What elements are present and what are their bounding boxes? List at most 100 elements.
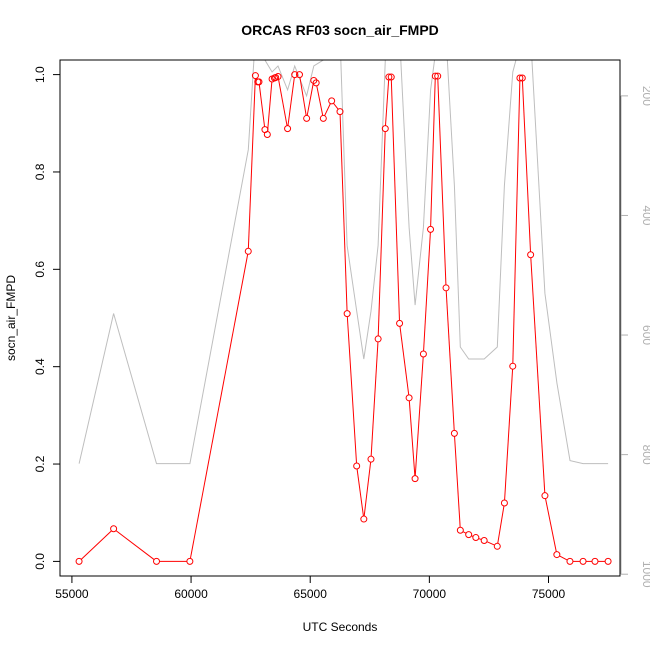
- series-red-segment: [504, 369, 514, 501]
- series-red-segment: [530, 257, 546, 493]
- data-point: [110, 525, 118, 533]
- data-point: [153, 557, 161, 565]
- series-red-segment: [430, 79, 436, 227]
- data-point: [442, 284, 450, 292]
- series-red-segment: [445, 290, 455, 431]
- series-red-segment: [521, 80, 531, 252]
- data-point: [303, 114, 311, 122]
- plot-frame: [59, 59, 621, 577]
- series-red: [75, 71, 612, 565]
- series-gray-line: [78, 60, 609, 465]
- data-point: [527, 251, 535, 259]
- data-point: [516, 74, 524, 82]
- series-red-segment: [363, 462, 372, 517]
- data-point: [604, 557, 612, 565]
- data-point: [579, 557, 587, 565]
- data-point: [312, 79, 320, 87]
- series-red-segment: [486, 541, 495, 546]
- y-tick-label: 0.2: [33, 455, 47, 472]
- data-point: [541, 492, 549, 500]
- series-red-segment: [316, 85, 324, 116]
- data-point: [385, 73, 393, 81]
- series-red-segment: [545, 498, 557, 552]
- data-point: [493, 542, 501, 550]
- data-point: [310, 76, 318, 84]
- series-red-segment: [384, 79, 390, 126]
- data-point: [374, 335, 382, 343]
- series-red-segment: [306, 83, 314, 116]
- y2-axis: 200 400 600 800 1000: [620, 86, 650, 588]
- data-point: [186, 557, 194, 565]
- data-point: [291, 71, 299, 79]
- series-red-segment: [497, 505, 505, 544]
- series-gray: [78, 60, 609, 465]
- data-point: [405, 394, 413, 402]
- data-point: [328, 97, 336, 105]
- data-point: [274, 73, 282, 81]
- data-point: [465, 531, 473, 539]
- y-tick-label: 0.8: [33, 163, 47, 180]
- chart-title: ORCAS RF03 socn_air_FMPD: [241, 22, 439, 38]
- data-point: [396, 319, 404, 327]
- y2-tick-label: 1000: [640, 561, 650, 588]
- y-tick-label: 0.6: [33, 261, 47, 278]
- series-red-segment: [115, 530, 155, 560]
- x-axis-label: UTC Seconds: [303, 620, 378, 634]
- series-red-segment: [258, 84, 266, 127]
- series-red-segment: [414, 356, 424, 476]
- x-tick-label: 75000: [532, 587, 566, 601]
- series-red-segment: [247, 78, 256, 249]
- data-point: [427, 225, 435, 233]
- data-point: [411, 475, 419, 483]
- y2-tick-label: 600: [640, 325, 650, 345]
- y2-tick-label: 400: [640, 205, 650, 225]
- series-red-segment: [324, 103, 331, 116]
- series-red-segment: [80, 530, 112, 560]
- series-red-segment: [267, 81, 273, 132]
- series-red-segment: [370, 341, 379, 457]
- data-point: [319, 114, 327, 122]
- series-red-segment: [346, 316, 357, 464]
- y-axis-label: socn_air_FMPD: [4, 275, 18, 361]
- data-point: [566, 557, 574, 565]
- data-point: [450, 429, 458, 437]
- series-red-segment: [377, 131, 386, 336]
- data-point: [419, 350, 427, 358]
- data-point: [480, 536, 488, 544]
- data-point: [263, 130, 271, 138]
- series-red-segment: [333, 102, 339, 110]
- data-point: [251, 72, 259, 80]
- series-red-segment: [356, 468, 364, 517]
- x-tick-label: 65000: [294, 587, 328, 601]
- x-tick-label: 70000: [413, 587, 447, 601]
- data-point: [434, 72, 442, 80]
- data-point: [255, 78, 263, 86]
- data-point: [353, 462, 361, 470]
- series-red-segment: [399, 326, 410, 395]
- data-point: [518, 74, 526, 82]
- data-point: [367, 455, 375, 463]
- series-red-segment: [390, 80, 400, 321]
- x-tick-label: 55000: [55, 587, 89, 601]
- data-point: [336, 108, 344, 116]
- data-point: [295, 71, 303, 79]
- y2-tick-label: 200: [640, 86, 650, 106]
- series-red-segment: [454, 436, 461, 528]
- series-red-segment: [278, 79, 288, 126]
- data-point: [553, 551, 561, 559]
- series-red-segment: [559, 555, 568, 561]
- series-red-segment: [408, 400, 416, 476]
- series-red-segment: [299, 77, 307, 116]
- series-red-segment: [287, 77, 295, 126]
- data-point: [591, 557, 599, 565]
- y-tick-label: 0.0: [33, 553, 47, 570]
- data-point: [75, 557, 83, 565]
- data-point: [472, 534, 480, 542]
- data-point: [500, 499, 508, 507]
- data-point: [509, 362, 517, 370]
- data-point: [244, 247, 252, 255]
- y-tick-label: 1.0: [33, 66, 47, 83]
- data-point: [360, 515, 368, 523]
- data-point: [431, 72, 439, 80]
